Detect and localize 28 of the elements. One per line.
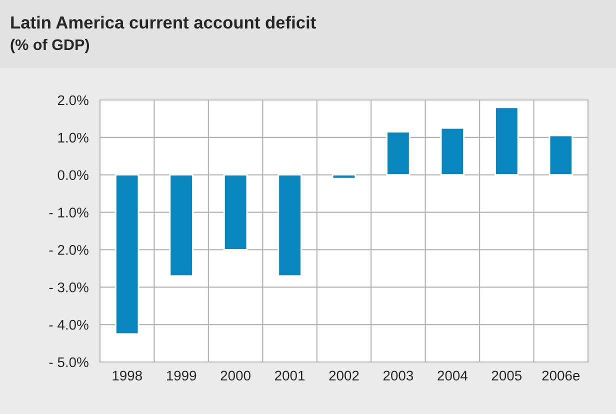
bar: [332, 174, 356, 180]
chart-title: Latin America current account deficit: [11, 16, 316, 29]
bar: [223, 174, 248, 250]
bar: [548, 134, 573, 176]
chart-subtitle: (% of GDP): [10, 38, 90, 54]
bar: [169, 174, 194, 277]
x-tick-label: 1998: [112, 370, 142, 381]
x-tick-label: 2005: [492, 370, 522, 381]
y-tick-label: - 3.0%: [49, 282, 88, 292]
y-tick-label: 0.0%: [58, 170, 88, 180]
y-tick-label: - 1.0%: [49, 208, 88, 218]
x-tick-label: 2001: [275, 370, 305, 381]
x-tick-label: 2000: [220, 370, 250, 381]
y-tick-label: 1.0%: [58, 132, 88, 143]
bar: [278, 174, 302, 277]
x-tick-label: 2002: [329, 370, 359, 381]
x-tick-label: 2004: [438, 370, 468, 381]
y-tick-label: 2.0%: [58, 95, 88, 106]
y-tick-label: - 4.0%: [49, 320, 88, 330]
bar: [494, 106, 519, 176]
bar: [440, 127, 465, 176]
y-tick-label: - 2.0%: [49, 245, 88, 255]
y-tick-label: - 5.0%: [49, 357, 88, 368]
x-tick-label: 2003: [383, 370, 414, 381]
bar: [386, 131, 410, 176]
x-tick-label: 2006e: [542, 370, 580, 381]
x-tick-label: 1999: [166, 370, 196, 381]
bar: [115, 174, 140, 335]
